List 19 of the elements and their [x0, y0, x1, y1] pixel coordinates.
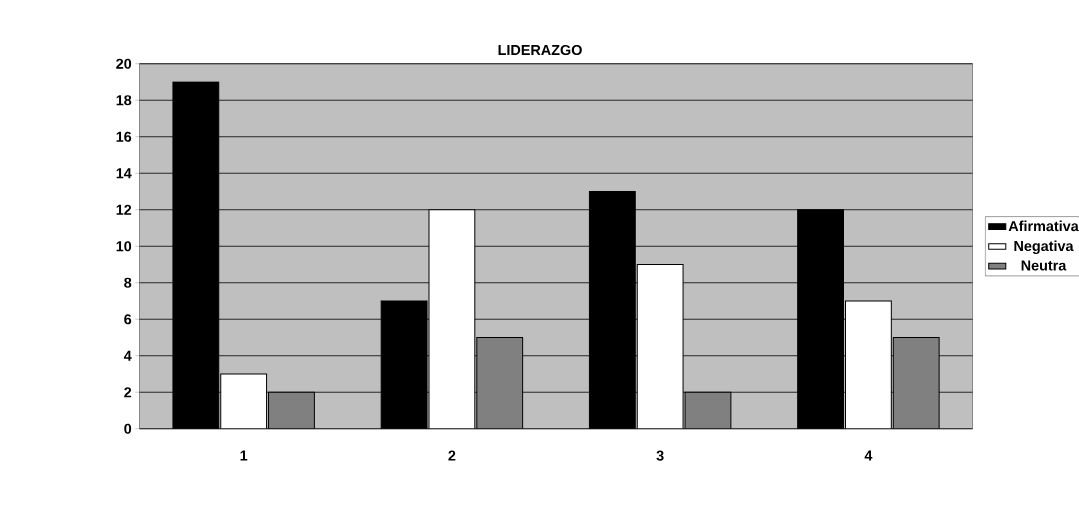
y-tick-label: 16	[116, 131, 132, 142]
x-tick-label: 4	[864, 450, 873, 461]
y-tick-label: 20	[116, 58, 132, 69]
y-tick-label: 10	[116, 241, 132, 252]
x-tick-label: 2	[448, 450, 456, 461]
y-tick-label: 14	[116, 168, 132, 179]
x-tick-label: 1	[240, 450, 248, 461]
y-tick-label: 0	[124, 423, 132, 434]
y-tick-label: 18	[116, 95, 132, 106]
legend-label: Afirmativa	[1008, 220, 1079, 232]
y-tick-label: 12	[116, 204, 132, 215]
y-tick-label: 4	[123, 350, 132, 361]
y-tick-label: 6	[124, 314, 132, 325]
legend-label: Neutra	[1021, 260, 1067, 271]
legend-label: Negativa	[1014, 240, 1074, 255]
y-tick-label: 8	[124, 277, 132, 288]
y-tick-label: 2	[124, 387, 132, 398]
chart-title: LIDERAZGO	[498, 44, 582, 56]
x-tick-label: 3	[656, 450, 664, 461]
